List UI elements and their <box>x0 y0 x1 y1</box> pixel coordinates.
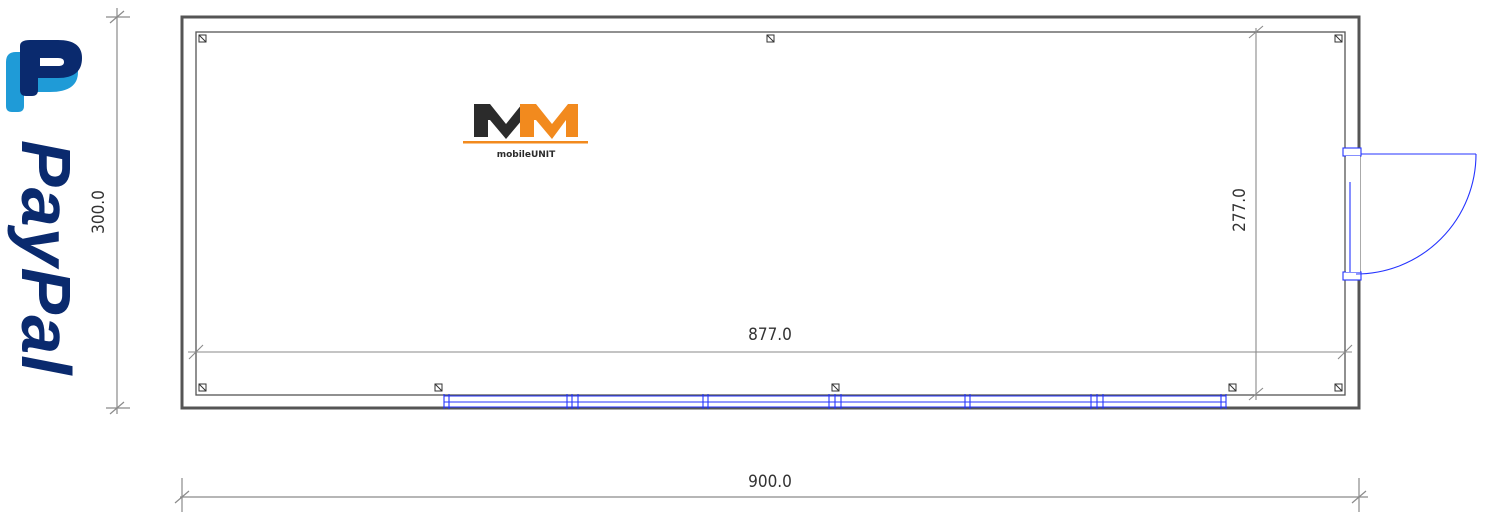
dimension-depth-outer-label: 300.0 <box>89 190 109 234</box>
paypal-monogram-icon <box>6 40 82 112</box>
dimension-width-outer-label: 900.0 <box>748 472 792 492</box>
door-swing <box>1342 147 1477 281</box>
dimension-depth-inner-label: 277.0 <box>1230 188 1250 232</box>
corner-posts <box>198 34 1343 392</box>
dimension-width-inner <box>188 344 1353 360</box>
post-marker <box>831 383 840 392</box>
dimension-width-outer <box>174 478 1368 512</box>
post-marker <box>1334 34 1343 43</box>
paypal-logo: PayPal <box>6 40 85 376</box>
container-walls <box>180 15 1361 410</box>
post-marker <box>1334 383 1343 392</box>
post-marker <box>1228 383 1237 392</box>
mm-logo-mark-icon <box>474 104 578 139</box>
mobileunit-logo: mobileUNIT <box>463 104 588 160</box>
dimension-depth-inner <box>1248 25 1264 401</box>
post-marker <box>198 383 207 392</box>
post-marker <box>766 34 775 43</box>
post-marker <box>434 383 443 392</box>
post-marker <box>198 34 207 43</box>
dimension-depth-outer <box>106 8 130 415</box>
logo-caption: mobileUNIT <box>497 150 556 160</box>
dimension-width-inner-label: 877.0 <box>748 325 792 345</box>
window-strip <box>443 394 1227 409</box>
paypal-wordmark: PayPal <box>7 140 85 376</box>
logo-underline <box>463 141 588 144</box>
